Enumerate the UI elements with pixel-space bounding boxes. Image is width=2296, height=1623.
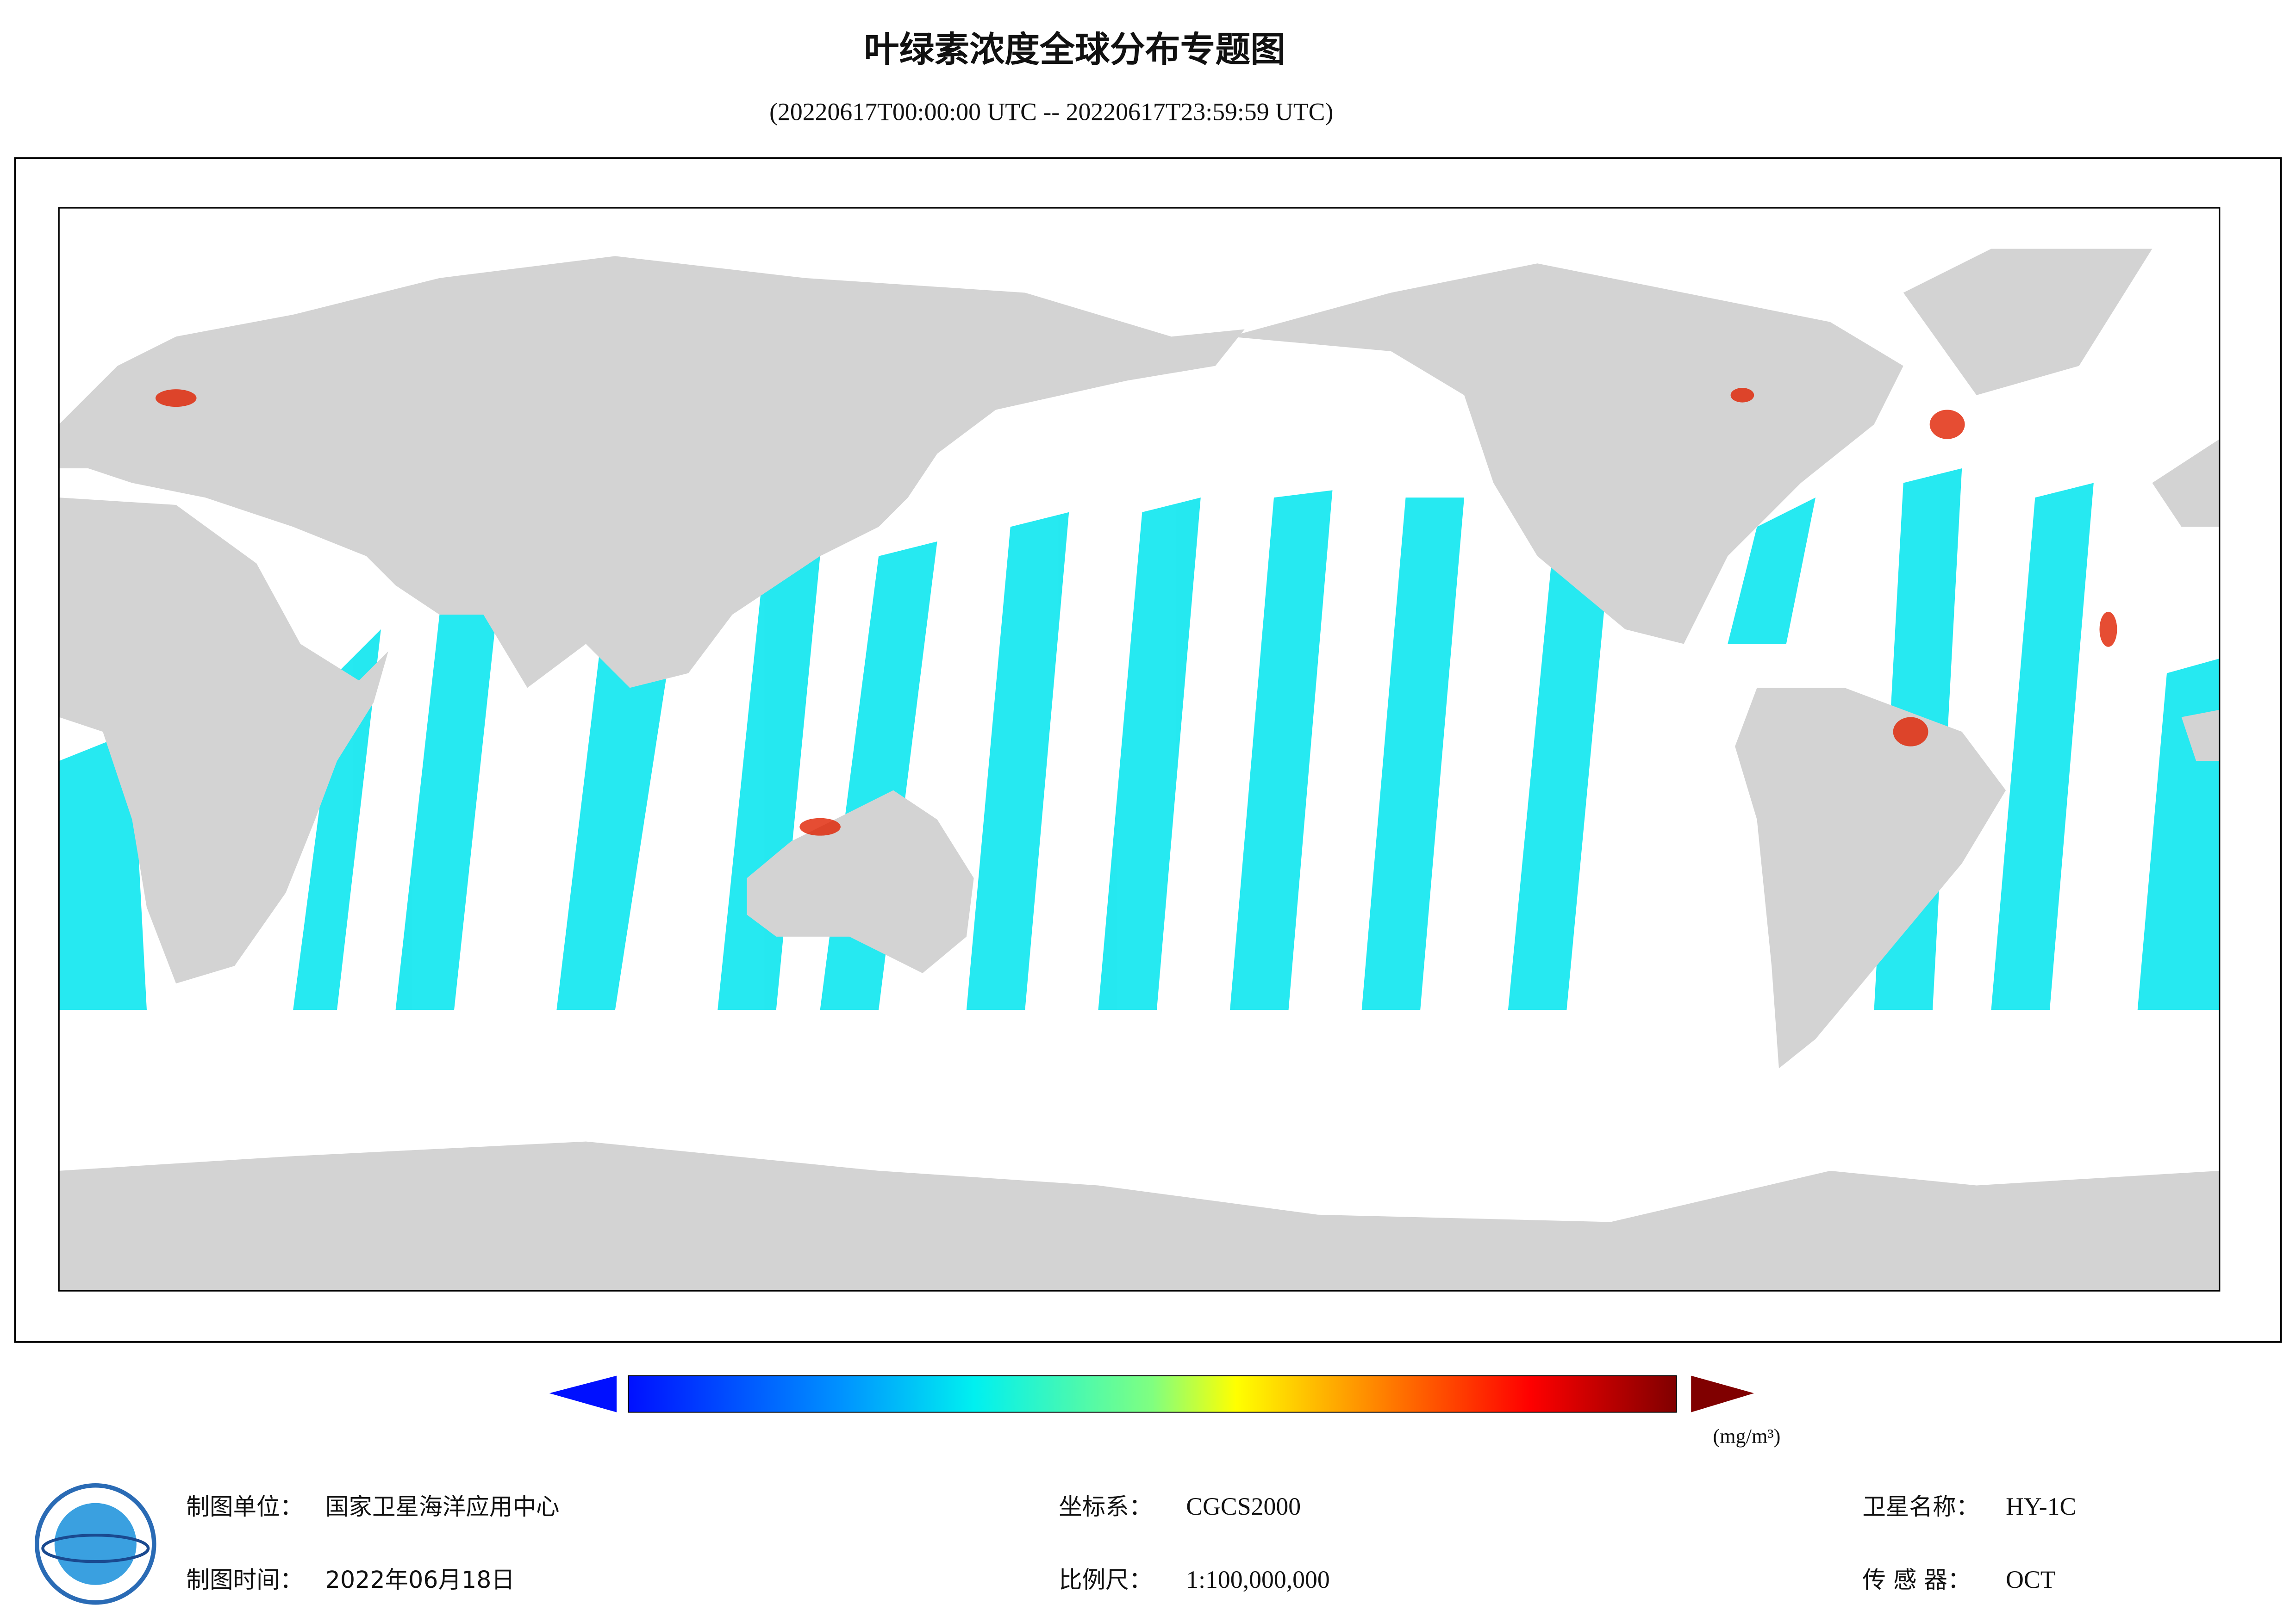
satellite-label: 卫星名称： (1862, 1493, 1979, 1520)
org: 国家卫星海洋应用中心 (325, 1493, 560, 1520)
sensor-label: 传 感 器： (1862, 1566, 1971, 1593)
land (59, 249, 2220, 1291)
crs: CGCS2000 (1186, 1492, 1301, 1520)
logo (35, 1483, 156, 1605)
map-body (59, 249, 2220, 1291)
high-chl-spots (155, 388, 2117, 836)
colorbar-under (549, 1375, 617, 1412)
subtitle: (20220617T00:00:00 UTC -- 20220617T23:59… (769, 98, 1333, 125)
sensor: OCT (2006, 1566, 2056, 1593)
crs-label: 坐标系： (1059, 1493, 1152, 1520)
org-label: 制图单位： (186, 1493, 303, 1520)
date-label: 制图时间： (186, 1566, 303, 1593)
colorbar (628, 1375, 1677, 1413)
map-border (58, 207, 2221, 1292)
title: 叶绿素浓度全球分布专题图 (864, 29, 1286, 70)
scale: 1:100,000,000 (1186, 1566, 1330, 1593)
map-frame (14, 157, 2282, 1343)
scale-label: 比例尺： (1059, 1566, 1152, 1593)
date: 2022年06月18日 (325, 1566, 515, 1593)
satellite: HY-1C (2006, 1492, 2076, 1520)
colorbar-over (1691, 1375, 1754, 1412)
colorbar-unit: (mg/m³) (1713, 1425, 1780, 1448)
swaths (59, 468, 2220, 1010)
